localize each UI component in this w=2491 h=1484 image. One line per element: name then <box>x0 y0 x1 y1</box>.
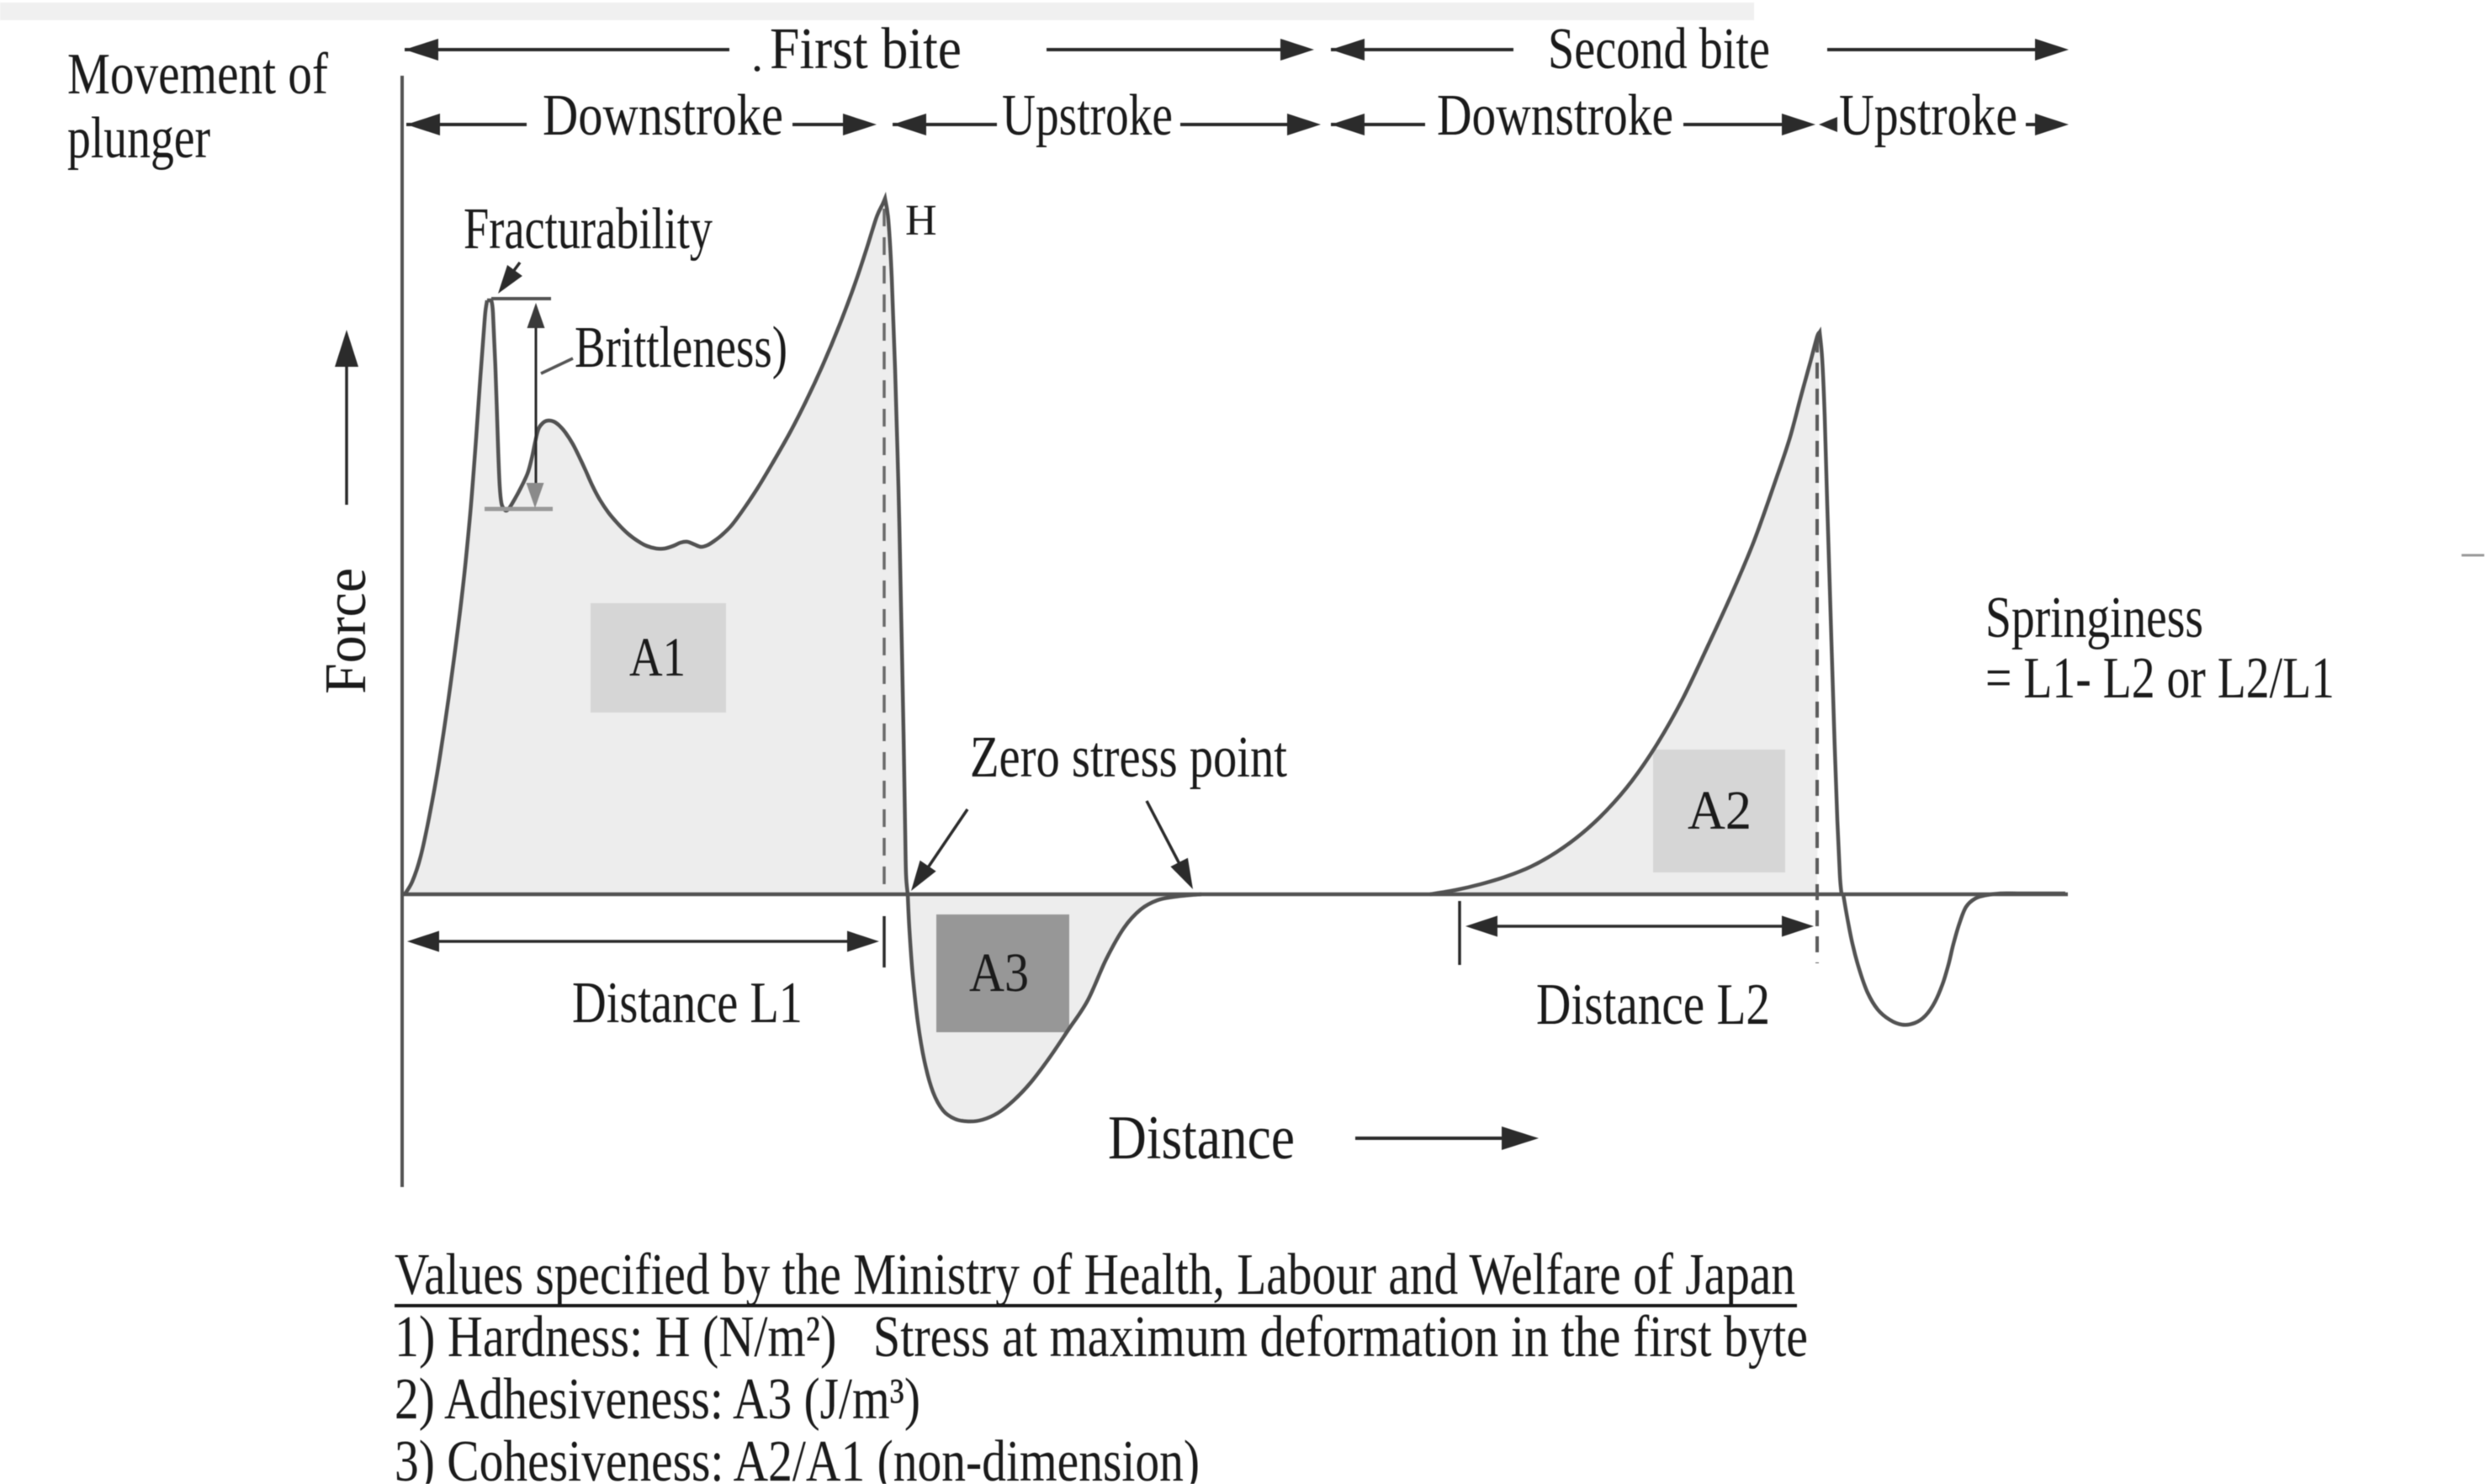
svg-text:A2: A2 <box>1688 780 1752 841</box>
svg-text:Force: Force <box>314 568 379 694</box>
svg-text:A3: A3 <box>969 942 1029 1004</box>
svg-text:Upstroke: Upstroke <box>1002 83 1173 148</box>
svg-text:A1: A1 <box>629 627 686 688</box>
svg-text:H: H <box>905 197 937 245</box>
svg-text:Movement of: Movement of <box>67 42 329 107</box>
svg-text:plunger: plunger <box>67 106 210 171</box>
svg-text:Zero stress point: Zero stress point <box>970 725 1287 790</box>
svg-text:Distance: Distance <box>1108 1104 1295 1173</box>
svg-text:Fracturability: Fracturability <box>464 197 713 262</box>
svg-text:1) Hardness: H (N/m²) Stress: 1) Hardness: H (N/m²) Stress at maximum … <box>395 1305 1808 1370</box>
svg-text:.: . <box>751 29 763 82</box>
svg-text:Distance L1: Distance L1 <box>572 971 803 1036</box>
svg-text:2) Adhesiveness: A3 (J/m³): 2) Adhesiveness: A3 (J/m³) <box>395 1367 920 1432</box>
svg-text:= L1- L2 or L2/L1: = L1- L2 or L2/L1 <box>1985 646 2335 711</box>
svg-text:Springiness: Springiness <box>1985 586 2203 650</box>
svg-text:Values specified by the Minist: Values specified by the Ministry of Heal… <box>395 1243 1795 1307</box>
svg-text:3) Cohesiveness: A2/A1 (non-di: 3) Cohesiveness: A2/A1 (non-dimension) <box>395 1429 1200 1484</box>
svg-text:First bite: First bite <box>770 17 962 82</box>
svg-text:Second bite: Second bite <box>1548 17 1770 82</box>
svg-text:Downstroke: Downstroke <box>1437 83 1673 148</box>
svg-text:Downstroke: Downstroke <box>543 83 783 148</box>
svg-text:Distance L2: Distance L2 <box>1536 973 1770 1037</box>
svg-text:Brittleness): Brittleness) <box>575 315 787 380</box>
svg-text:Upstroke: Upstroke <box>1839 83 2017 148</box>
